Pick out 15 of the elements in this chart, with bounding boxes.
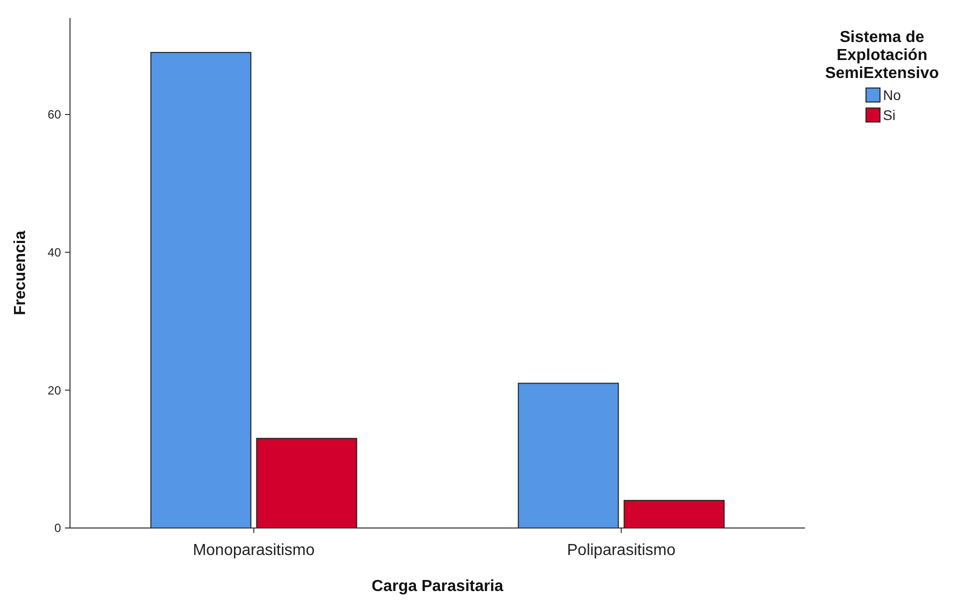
y-tick-label: 60	[48, 108, 62, 122]
y-tick-label: 0	[54, 521, 62, 536]
y-tick-label: 20	[48, 383, 62, 398]
y-tick-label: 40	[48, 246, 62, 260]
bar	[518, 382, 619, 528]
legend-title: Sistema de Explotación SemiExtensivo	[825, 29, 940, 82]
x-axis-title: Carga Parasitaria	[372, 578, 504, 595]
x-tick-label: Poliparasitismo	[567, 542, 676, 559]
y-axis-title: Frecuencia	[12, 230, 29, 316]
legend-label: No	[883, 86, 902, 103]
legend-label: Si	[883, 106, 896, 123]
bar	[256, 438, 358, 528]
x-tick-label: Monoparasitismo	[192, 542, 315, 559]
bar	[150, 52, 252, 528]
bar	[624, 500, 725, 528]
